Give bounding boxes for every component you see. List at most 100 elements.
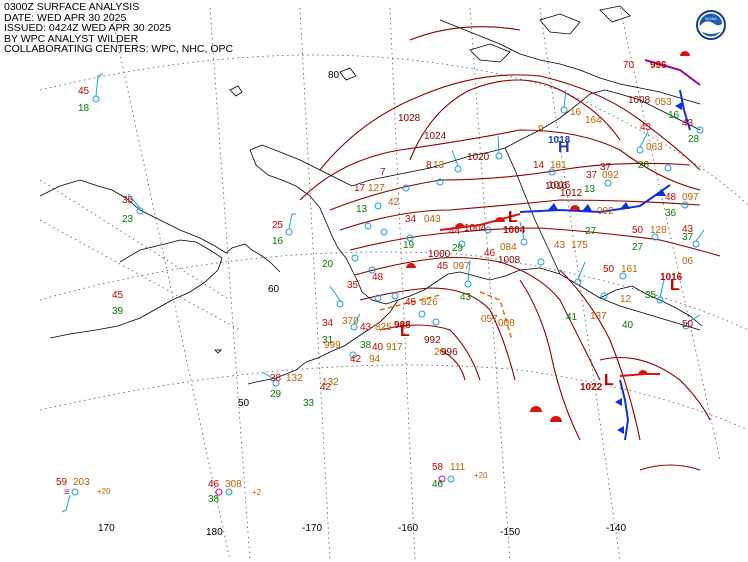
svg-text:20: 20 [434,347,446,358]
cold-front-2 [619,379,630,441]
svg-text:043: 043 [424,214,441,225]
svg-text:14: 14 [533,160,545,171]
station-plot: 37 092 [586,170,619,187]
fronts [379,51,701,441]
svg-text:16: 16 [272,236,284,247]
svg-text:13: 13 [584,184,596,195]
cold-front-barbs [548,102,682,434]
peninsula [305,299,399,363]
svg-text:370: 370 [342,316,359,327]
svg-text:29: 29 [270,389,282,400]
svg-text:132: 132 [286,373,303,384]
svg-text:27: 27 [585,226,597,237]
low-center-letter: L [670,277,680,294]
station-plots: 45 18 35 23 25 16 45 39 34 31 42 38 ≡ [56,60,705,513]
state-line [504,147,561,275]
svg-text:94: 94 [369,354,381,365]
svg-text:41: 41 [566,312,578,323]
station-plot: ≡ 59 203 +20 [56,477,111,513]
svg-text:8: 8 [426,160,432,171]
svg-text:40: 40 [372,342,384,353]
isobar-label: 1000 [428,249,451,260]
header-issued: ISSUED: 0424Z WED APR 30 2025 [4,22,171,34]
svg-text:50: 50 [682,319,694,330]
lat-label-80: 80 [328,70,340,81]
svg-text:19: 19 [403,240,415,251]
noaa-logo: NOAA [696,10,726,40]
svg-text:38: 38 [360,340,372,351]
svg-text:35: 35 [645,290,657,301]
warm-front-lobes [406,51,690,422]
svg-text:37: 37 [586,170,598,181]
low-center-letter: L [508,209,518,226]
occluded-front [644,59,701,86]
isobar-label: 996 [441,347,458,358]
svg-text:42: 42 [320,382,332,393]
station-plot: 58 111 46 +20 [432,462,488,490]
station-plot: 46 308 38 +2 [208,479,262,505]
svg-text:50: 50 [603,264,615,275]
svg-text:999: 999 [324,340,341,351]
graticule [39,7,748,561]
svg-text:43: 43 [460,292,472,303]
svg-text:43: 43 [554,240,566,251]
station-plot: 38 132 29 [270,373,303,400]
svg-text:06: 06 [682,256,694,267]
svg-text:45: 45 [405,297,417,308]
header-centers: COLLABORATING CENTERS: WPC, NHC, OPC [4,43,234,55]
svg-text:34: 34 [405,214,417,225]
svg-text:181: 181 [550,160,567,171]
svg-text:203: 203 [73,477,90,488]
isobar-label: 1008 [628,95,651,106]
low-center-letter: L [604,372,614,389]
svg-text:+20: +20 [474,471,488,480]
canada-arctic [439,19,701,105]
svg-text:42: 42 [350,354,362,365]
grid-labels: 80 60 50 170 180 -170 -160 -150 -140 [98,70,626,538]
svg-text:826: 826 [421,297,438,308]
svg-text:917: 917 [386,342,403,353]
svg-text:29: 29 [452,243,464,254]
station-plot: 45 39 [112,290,124,317]
station-plot: 48 097 36 [665,192,699,219]
svg-text:46: 46 [208,479,220,490]
svg-text:43: 43 [682,118,694,129]
svg-text:+2: +2 [252,488,262,497]
station-plot: 14 181 [533,160,567,176]
station-plot: 45 18 [78,86,100,114]
lon-label-m160: -160 [398,523,418,534]
svg-text:48: 48 [665,192,677,203]
isobar-labels: 1028 1024 1020 1016 1012 1008 1004 1000 … [398,95,651,358]
svg-text:825: 825 [375,322,392,333]
svg-text:59: 59 [56,477,68,488]
station-plot: 25 16 [272,220,293,247]
lon-label-m150: -150 [500,527,520,538]
high-center-letter: H [558,139,570,156]
lon-label-180: 180 [206,527,223,538]
low-center-value: 988 [394,320,411,331]
low-center-letter: L [400,323,410,340]
svg-text:46: 46 [432,479,444,490]
svg-text:31: 31 [322,335,334,346]
alaska-south-coast [361,267,701,331]
svg-text:20: 20 [322,259,334,270]
cold-front [519,184,671,214]
svg-text:7: 7 [380,167,386,178]
coastlines [39,5,703,385]
wind-barbs [95,73,705,381]
svg-text:36: 36 [665,208,677,219]
isobar-label: 1028 [398,113,421,124]
islands-5 [214,349,222,354]
header-title: 0300Z SURFACE ANALYSIS [4,1,140,13]
station-plot: 42 38 [349,340,372,365]
alaska-west-coast [249,149,363,293]
svg-text:46: 46 [484,248,496,259]
svg-text:42: 42 [388,197,400,208]
low-center-value: 1022 [580,382,603,393]
low-center-value: 1016 [660,272,683,283]
isobar-label: 1016 [548,180,571,191]
isobar-label: 1020 [467,152,490,163]
islands-1 [229,85,243,97]
svg-text:48: 48 [372,272,384,283]
